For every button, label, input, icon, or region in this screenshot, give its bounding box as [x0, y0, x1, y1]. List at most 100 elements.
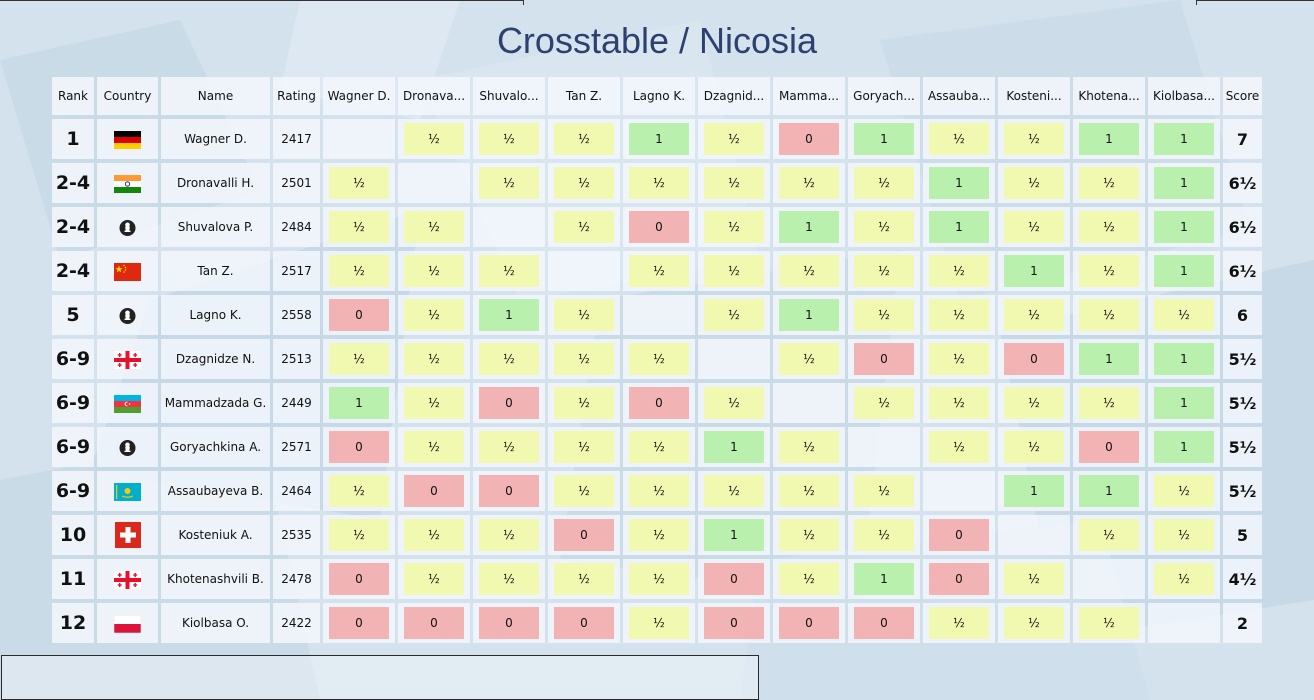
game-result[interactable]: ½ [1004, 299, 1064, 331]
game-result[interactable]: ½ [1079, 299, 1139, 331]
game-result[interactable]: ½ [479, 255, 539, 287]
player-name[interactable]: Mammadzada G. [161, 383, 270, 423]
game-result[interactable]: ½ [1004, 563, 1064, 595]
table-row[interactable]: 6-9 Mammadzada G. 2449 1 ½ 0 ½ 0 ½ ½ ½ ½ ½ 1 5½ [52, 383, 1262, 423]
game-result[interactable]: ½ [1079, 211, 1139, 243]
game-result[interactable]: 0 [329, 607, 389, 639]
game-result[interactable]: 0 [329, 299, 389, 331]
column-header-opponent[interactable]: Tan Z. [548, 77, 620, 115]
game-result[interactable]: 0 [779, 123, 839, 155]
game-result[interactable]: ½ [1079, 607, 1139, 639]
game-result[interactable]: ½ [854, 387, 914, 419]
game-result[interactable]: ½ [1004, 167, 1064, 199]
game-result[interactable]: 0 [629, 211, 689, 243]
game-result[interactable]: 1 [779, 211, 839, 243]
game-result[interactable]: 1 [1154, 343, 1214, 375]
column-header-score[interactable]: Score [1223, 77, 1262, 115]
game-result[interactable]: ½ [779, 563, 839, 595]
game-result[interactable]: 0 [329, 431, 389, 463]
game-result[interactable]: ½ [479, 167, 539, 199]
game-result[interactable]: ½ [1079, 519, 1139, 551]
game-result[interactable]: ½ [929, 387, 989, 419]
game-result[interactable]: ½ [1079, 167, 1139, 199]
column-header-opponent[interactable]: Dzagnid... [698, 77, 770, 115]
column-header-opponent[interactable]: Kosteni... [998, 77, 1070, 115]
game-result[interactable]: ½ [404, 519, 464, 551]
game-result[interactable]: ½ [479, 563, 539, 595]
column-header-opponent[interactable]: Khotena... [1073, 77, 1145, 115]
player-name[interactable]: Shuvalova P. [161, 207, 270, 247]
game-result[interactable]: ½ [554, 387, 614, 419]
player-name[interactable]: Lagno K. [161, 295, 270, 335]
game-result[interactable]: ½ [1004, 431, 1064, 463]
game-result[interactable]: 0 [929, 519, 989, 551]
game-result[interactable]: ½ [854, 475, 914, 507]
game-result[interactable]: ½ [1154, 299, 1214, 331]
column-header-rank[interactable]: Rank [52, 77, 94, 115]
player-name[interactable]: Assaubayeva B. [161, 471, 270, 511]
game-result[interactable]: ½ [629, 607, 689, 639]
game-result[interactable]: ½ [404, 211, 464, 243]
game-result[interactable]: 1 [929, 167, 989, 199]
game-result[interactable]: 1 [1154, 255, 1214, 287]
game-result[interactable]: 1 [854, 563, 914, 595]
game-result[interactable]: ½ [779, 475, 839, 507]
column-header-opponent[interactable]: Shuvalo... [473, 77, 545, 115]
game-result[interactable]: ½ [1154, 563, 1214, 595]
game-result[interactable]: 0 [479, 387, 539, 419]
game-result[interactable]: 1 [779, 299, 839, 331]
game-result[interactable]: ½ [404, 431, 464, 463]
player-name[interactable]: Dzagnidze N. [161, 339, 270, 379]
game-result[interactable]: ½ [629, 255, 689, 287]
game-result[interactable]: ½ [704, 167, 764, 199]
game-result[interactable]: ½ [854, 167, 914, 199]
game-result[interactable]: 1 [479, 299, 539, 331]
game-result[interactable]: 0 [1004, 343, 1064, 375]
game-result[interactable]: 0 [854, 343, 914, 375]
game-result[interactable]: ½ [554, 167, 614, 199]
game-result[interactable]: ½ [329, 255, 389, 287]
game-result[interactable]: ½ [779, 255, 839, 287]
game-result[interactable]: 0 [704, 563, 764, 595]
game-result[interactable]: 1 [1079, 475, 1139, 507]
game-result[interactable]: 0 [404, 475, 464, 507]
player-name[interactable]: Wagner D. [161, 119, 270, 159]
game-result[interactable]: ½ [854, 519, 914, 551]
column-header-opponent[interactable]: Goryach... [848, 77, 920, 115]
game-result[interactable]: 0 [479, 475, 539, 507]
game-result[interactable]: ½ [554, 123, 614, 155]
table-row[interactable]: 11 Khotenashvili B. 2478 0 ½ ½ ½ ½ 0 ½ 1 0 ½ ½ 4½ [52, 559, 1262, 599]
column-header-opponent[interactable]: Lagno K. [623, 77, 695, 115]
game-result[interactable]: ½ [329, 519, 389, 551]
game-result[interactable]: ½ [629, 563, 689, 595]
game-result[interactable]: 1 [1004, 255, 1064, 287]
game-result[interactable]: ½ [329, 475, 389, 507]
game-result[interactable]: 1 [1079, 123, 1139, 155]
game-result[interactable]: ½ [629, 167, 689, 199]
table-row[interactable]: 6-9 Dzagnidze N. 2513 ½ ½ ½ ½ ½ ½ 0 ½ 0 1 1 5½ [52, 339, 1262, 379]
game-result[interactable]: ½ [779, 167, 839, 199]
player-name[interactable]: Khotenashvili B. [161, 559, 270, 599]
table-row[interactable]: 5 Lagno K. 2558 0 ½ 1 ½ ½ 1 ½ ½ ½ ½ ½ 6 [52, 295, 1262, 335]
game-result[interactable]: 0 [554, 519, 614, 551]
game-result[interactable]: ½ [479, 123, 539, 155]
table-row[interactable]: 1 Wagner D. 2417 ½ ½ ½ 1 ½ 0 1 ½ ½ 1 1 7 [52, 119, 1262, 159]
player-name[interactable]: Goryachkina A. [161, 427, 270, 467]
game-result[interactable]: ½ [854, 255, 914, 287]
game-result[interactable]: ½ [929, 607, 989, 639]
column-header-rating[interactable]: Rating [273, 77, 320, 115]
game-result[interactable]: ½ [704, 299, 764, 331]
column-header-opponent[interactable]: Mamma... [773, 77, 845, 115]
game-result[interactable]: 1 [704, 431, 764, 463]
game-result[interactable]: 0 [704, 607, 764, 639]
game-result[interactable]: 1 [1154, 211, 1214, 243]
game-result[interactable]: 0 [929, 563, 989, 595]
game-result[interactable]: 1 [929, 211, 989, 243]
table-row[interactable]: 6-9 Assaubayeva B. 2464 ½ 0 0 ½ ½ ½ ½ ½ 1 1 ½ 5½ [52, 471, 1262, 511]
column-header-opponent[interactable]: Dronava... [398, 77, 470, 115]
player-name[interactable]: Kiolbasa O. [161, 603, 270, 643]
game-result[interactable]: ½ [554, 299, 614, 331]
game-result[interactable]: ½ [404, 123, 464, 155]
game-result[interactable]: ½ [1004, 211, 1064, 243]
game-result[interactable]: ½ [1004, 123, 1064, 155]
